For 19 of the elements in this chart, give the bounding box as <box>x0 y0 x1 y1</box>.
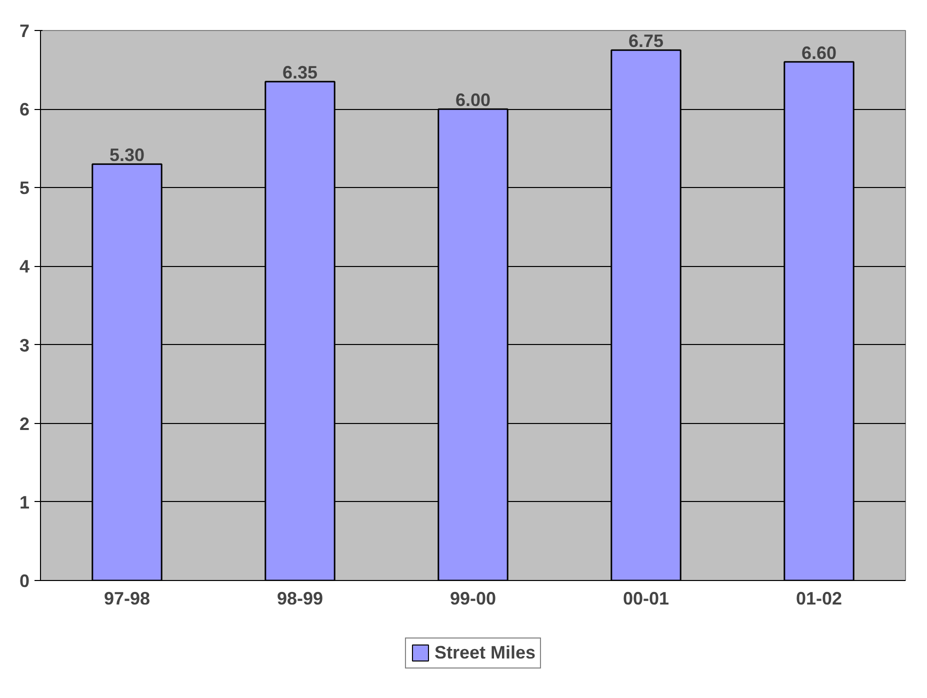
text: 6.60 <box>801 42 837 63</box>
x-tick-label: 98-99 <box>276 588 324 608</box>
legend-label: Street Miles <box>434 642 536 663</box>
text: 6.35 <box>282 62 318 83</box>
y-tick-label: 3 <box>19 335 30 356</box>
x-tick-label: 99-00 <box>450 588 496 608</box>
x-tick-label: 97-98 <box>104 588 150 608</box>
y-tick-label: 2 <box>19 414 30 434</box>
y-tick-label: 1 <box>19 492 30 512</box>
x-tick-label: 00-01 <box>622 588 670 608</box>
text: 5.30 <box>109 145 145 166</box>
x-tick-label: 01-02 <box>796 588 842 608</box>
text: 6.75 <box>628 31 664 52</box>
y-tick-label: 6 <box>19 100 30 120</box>
y-tick-label: 5 <box>19 178 30 198</box>
y-tick-label: 0 <box>19 571 30 591</box>
y-tick-label: 7 <box>19 21 30 41</box>
text: 6.00 <box>455 90 491 110</box>
y-tick-label: 4 <box>19 256 30 277</box>
